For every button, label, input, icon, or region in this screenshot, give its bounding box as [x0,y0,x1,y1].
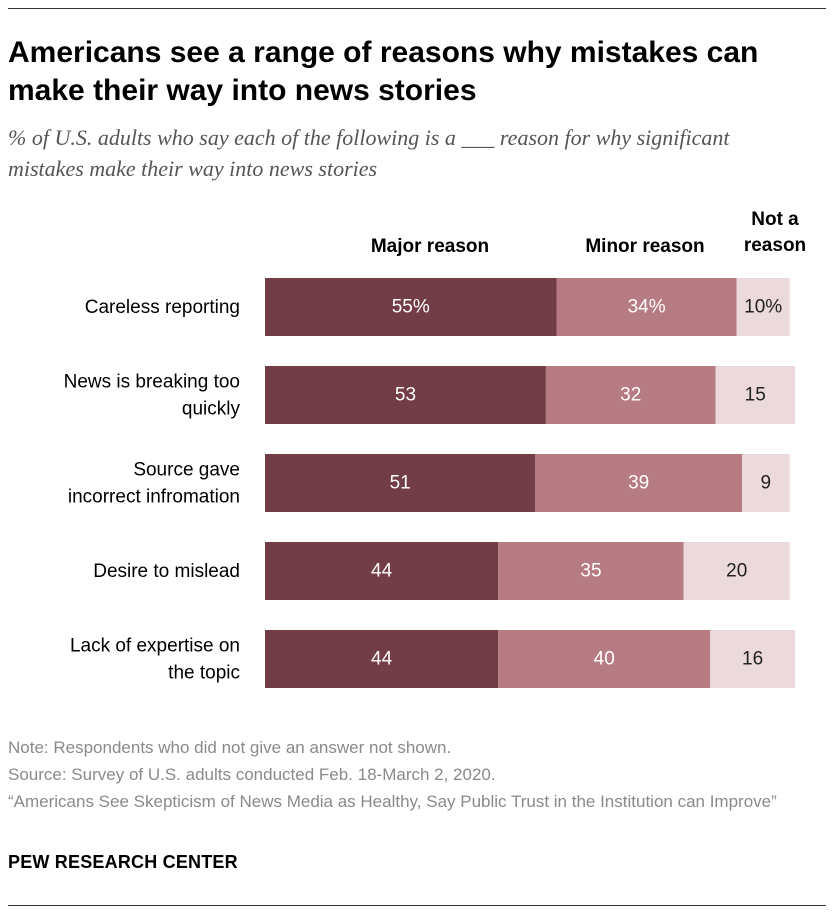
category-label-line: Careless reporting [85,297,240,318]
category-label: Lack of expertise on the topic [70,635,240,683]
chart-title: Americans see a range of reasons why mis… [8,36,759,107]
bottom-rule [8,905,826,906]
bar-segment-minor [498,630,711,688]
data-label: 35 [580,561,601,582]
data-label: 32 [620,385,641,406]
bar-segment-not [683,542,790,600]
bar-row: Lack of expertise on the topic 44 40 16 [70,630,795,688]
stacked-bar-chart: Careless reporting 55% 34% 10% News is break… [64,278,795,688]
data-label: 40 [594,649,615,670]
bar-row: Careless reporting 55% 34% 10% [85,278,790,336]
bar-segment-minor [556,278,737,336]
data-label: 53 [395,385,416,406]
data-label: 16 [742,649,763,670]
category-label-line: Desire to mislead [93,561,240,582]
data-label: 20 [726,561,747,582]
data-label: 39 [628,473,649,494]
report-title-text: “Americans See Skepticism of News Media … [8,792,777,811]
data-label: 55% [392,297,430,318]
category-label: Desire to mislead [93,561,240,582]
bar-segment-major [265,630,499,688]
data-label: 44 [371,561,393,582]
category-label-line: Source gave [133,459,240,480]
bar-segment-major [265,278,557,336]
column-header-major: Major reason [370,236,490,257]
bar-row: Desire to mislead 44 35 20 [93,542,790,600]
category-label-line: incorrect infromation [68,486,240,507]
bar-segment-not [736,278,790,336]
data-label: 44 [371,649,393,670]
data-label: 15 [745,385,766,406]
source-text: Source: Survey of U.S. adults conducted … [8,765,496,784]
data-label: 10% [744,297,782,318]
pew-brand: PEW RESEARCH CENTER [8,852,238,872]
data-label: 51 [390,473,411,494]
bar-segment-minor [535,454,742,512]
bar-segment-not [742,454,790,512]
category-label: News is breaking too quickly [64,371,241,419]
category-label-line: Lack of expertise on [70,635,240,656]
data-label: 34% [628,297,666,318]
bar-row: News is breaking too quickly 53 32 15 [64,366,795,424]
bar-segment-not [715,366,795,424]
bar-segment-minor [498,542,684,600]
bar-row: Source gave incorrect infromation 51 39 9 [68,454,790,512]
category-label-line: News is breaking too [64,371,240,392]
bar-segment-major [265,542,499,600]
column-header-not: Not a reason [743,209,807,256]
note-text: Note: Respondents who did not give an an… [8,738,452,757]
chart-subtitle: % of U.S. adults who say each of the fol… [8,125,730,181]
column-header-minor: Minor reason [585,236,705,257]
bar-segment-not [710,630,795,688]
bar-segment-major [265,454,536,512]
category-label: Source gave incorrect infromation [68,459,240,507]
bar-segment-major [265,366,546,424]
category-label-line: the topic [168,662,240,683]
category-label: Careless reporting [85,297,240,318]
footnotes: Note: Respondents who did not give an an… [8,734,818,815]
bar-segment-minor [545,366,716,424]
top-rule [8,8,826,9]
data-label: 9 [761,473,772,494]
category-label-line: quickly [182,398,241,419]
